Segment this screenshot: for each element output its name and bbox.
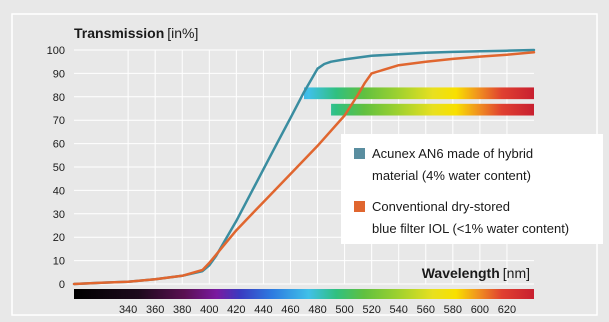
x-tick-label: 500 [335, 304, 353, 316]
x-tick-label: 620 [498, 304, 516, 316]
x-axis-title: Wavelength [nm] [422, 265, 530, 281]
y-axis-title: Transmission [in%] [74, 25, 198, 41]
series-lines [72, 48, 536, 286]
x-tick-label: 520 [362, 304, 380, 316]
y-tick-label: 40 [53, 185, 65, 197]
y-tick-label: 20 [53, 232, 65, 244]
legend-swatch-series-0 [354, 148, 365, 159]
series-line-1 [72, 51, 536, 286]
y-tick-label: 80 [53, 92, 65, 104]
y-tick-label: 70 [53, 115, 65, 127]
spectrum-band-1 [331, 103, 534, 116]
x-tick-labels: 340 360 380 400 420 440 460 480 500 520 540 560 580 6… [119, 304, 516, 316]
y-tick-label: 0 [59, 279, 65, 291]
legend-label-series-1: Conventional dry-stored blue filter IOL … [372, 199, 569, 236]
y-tick-label: 100 [47, 45, 65, 57]
spectrum-band-0 [304, 87, 534, 100]
x-tick-label: 580 [444, 304, 462, 316]
y-tick-label: 90 [53, 68, 65, 80]
x-tick-label: 600 [471, 304, 489, 316]
legend-label-series-0: Acunex AN6 made of hybrid material (4% w… [372, 146, 537, 183]
legend: Acunex AN6 made of hybrid material (4% w… [341, 134, 603, 244]
y-tick-labels: 0 10 20 30 40 50 60 70 80 90 100 [47, 45, 65, 291]
y-tick-label: 30 [53, 209, 65, 221]
x-tick-label: 340 [119, 304, 137, 316]
x-tick-label: 540 [390, 304, 408, 316]
legend-swatch-series-1 [354, 201, 365, 212]
spectrum-axis-bar [74, 289, 534, 299]
y-axis-title-main: Transmission [74, 25, 164, 41]
x-tick-label: 360 [146, 304, 164, 316]
x-axis-title-unit: [nm] [503, 265, 530, 281]
x-tick-label: 420 [227, 304, 245, 316]
y-axis-title-unit: [in%] [167, 25, 198, 41]
x-tick-label: 560 [417, 304, 435, 316]
x-tick-label: 480 [308, 304, 326, 316]
y-tick-label: 50 [53, 162, 65, 174]
y-tick-label: 10 [53, 256, 65, 268]
x-tick-label: 460 [281, 304, 299, 316]
legend-box [341, 134, 603, 244]
x-tick-label: 440 [254, 304, 272, 316]
x-axis-title-main: Wavelength [422, 265, 500, 281]
x-tick-label: 400 [200, 304, 218, 316]
spectrum-bands [304, 87, 534, 116]
y-tick-label: 60 [53, 139, 65, 151]
x-tick-label: 380 [173, 304, 191, 316]
